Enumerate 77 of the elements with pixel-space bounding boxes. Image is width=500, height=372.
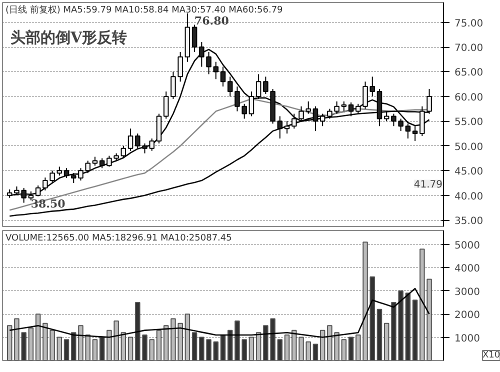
candlestick [85, 160, 90, 174]
bar [99, 336, 105, 360]
candlestick [242, 103, 247, 120]
y-tick-label: 70.00 [454, 43, 484, 54]
candlestick [234, 86, 240, 112]
bar [405, 292, 411, 360]
candlestick [412, 126, 418, 142]
y-tick-label: 4000 [454, 264, 480, 275]
candlestick [256, 74, 262, 100]
candlestick [192, 24, 198, 52]
bar [156, 330, 162, 360]
candlestick [170, 71, 176, 100]
candlestick [120, 145, 126, 159]
bar [376, 308, 382, 360]
y-tick-label: 50.00 [454, 142, 484, 153]
candlestick [405, 123, 411, 139]
candlestick [320, 113, 326, 127]
text: 头部的倒V形反转 [10, 28, 128, 46]
bar [384, 322, 390, 360]
candlestick [42, 177, 48, 191]
line-series [8, 288, 430, 338]
bar [277, 339, 283, 360]
candlestick [213, 61, 219, 80]
candlestick [263, 76, 268, 94]
candlestick [128, 128, 134, 152]
annotation: 38.50 [30, 197, 66, 210]
candlestick [284, 120, 290, 134]
bar [64, 339, 70, 360]
bar [213, 341, 219, 360]
y-tick-label: 55.00 [454, 117, 484, 128]
y-tick-label: 45.00 [454, 166, 484, 178]
bar [28, 328, 34, 360]
annotation: (日线 前复权) MA5:59.79 MA10:58.84 MA30:57.40 MA60:56.79 [6, 4, 284, 16]
candlestick [277, 116, 283, 139]
candlestick [64, 168, 70, 179]
bar [192, 332, 198, 360]
y-tick-label: 40.00 [454, 191, 484, 202]
y-tick-label: 2000 [454, 310, 480, 322]
bar [227, 330, 233, 360]
y-tick-label: 35.00 [454, 216, 484, 228]
bar [256, 332, 262, 360]
bar [6, 325, 12, 360]
bar [248, 336, 254, 360]
bar [163, 325, 169, 360]
candlestick [227, 76, 233, 97]
bar [320, 330, 326, 360]
y-tick-label: 1000 [454, 333, 480, 344]
bar [412, 300, 418, 360]
bar [184, 314, 190, 360]
candlestick [220, 66, 226, 88]
bar [341, 339, 347, 360]
bar [120, 332, 126, 360]
bar [284, 334, 290, 360]
candlestick [163, 91, 169, 120]
y-tick-label: 75.00 [454, 18, 484, 30]
y-axis-title: X10 [482, 350, 500, 360]
candlestick [248, 91, 254, 117]
candlestick [50, 170, 55, 184]
y-tick-label: 65.00 [454, 68, 484, 79]
bar [220, 334, 226, 360]
bar [312, 344, 318, 360]
candlestick [341, 100, 347, 112]
bar [35, 314, 41, 360]
candlestick [99, 158, 105, 169]
candlestick [178, 51, 183, 82]
bar [92, 339, 98, 360]
y-tick-label: 60.00 [454, 92, 484, 104]
y-tick-label: 3000 [454, 286, 480, 298]
bar [348, 336, 354, 360]
bar [56, 336, 62, 360]
candlestick [206, 51, 212, 75]
candlestick [135, 133, 140, 149]
annotation: 41.79 [414, 180, 443, 191]
y-tick-label: 5000 [454, 240, 480, 252]
annotation: 76.80 [194, 14, 230, 28]
bar [128, 336, 134, 360]
annotation: VOLUME:12565.00 MA5:18296.91 MA10:25087.45 [6, 234, 232, 244]
